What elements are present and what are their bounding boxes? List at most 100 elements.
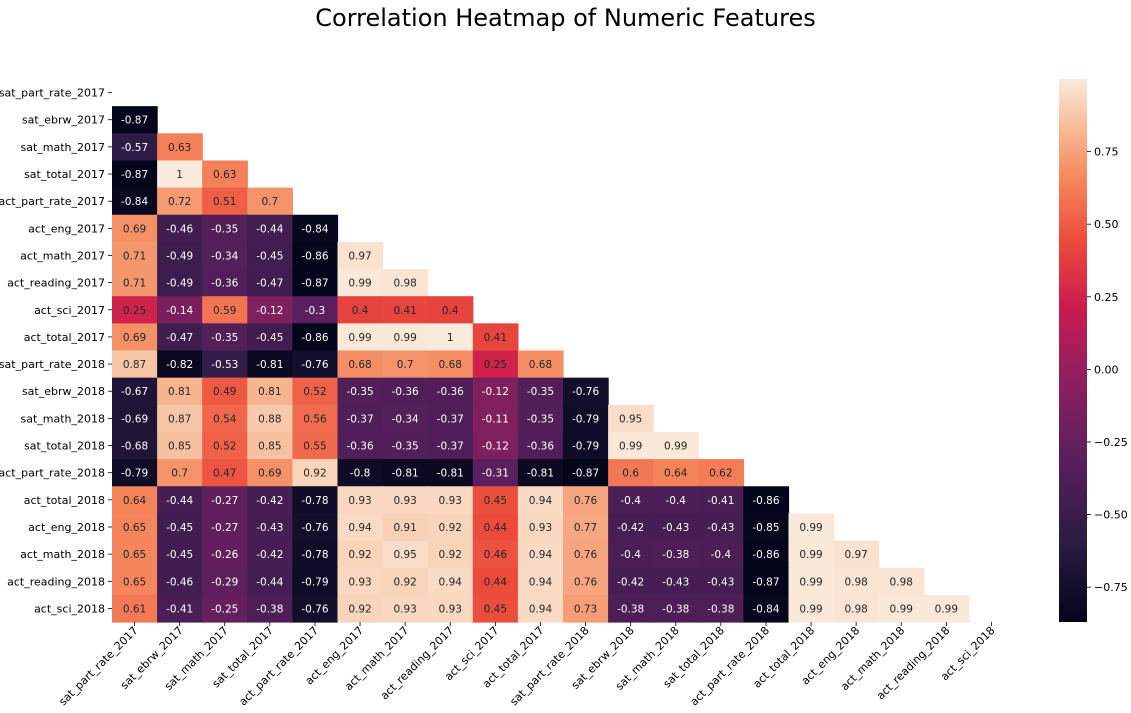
cell-rect — [923, 594, 970, 623]
colorbar-gradient — [1059, 79, 1087, 622]
cell-rect — [472, 486, 519, 514]
cell-value-label: -0.27 — [211, 495, 238, 507]
cell-rect — [382, 269, 429, 297]
cell-value-label: 0.64 — [123, 495, 147, 507]
heatmap-cell: -0.38 — [608, 594, 654, 623]
cell-rect — [427, 296, 474, 324]
cell-rect — [112, 404, 158, 433]
cell-rect — [698, 459, 744, 487]
heatmap-cell: -0.35 — [517, 404, 564, 433]
cell-rect — [157, 594, 203, 623]
heatmap-cell: -0.86 — [743, 540, 790, 569]
cell-rect — [202, 513, 248, 542]
heatmap-cell: 0.65 — [112, 513, 158, 542]
heatmap-cell: 0.44 — [472, 513, 519, 542]
cell-value-label: 0.41 — [484, 332, 507, 344]
heatmap-cell: 0.99 — [788, 540, 835, 569]
cell-rect — [472, 431, 519, 460]
cell-value-label: 0.62 — [709, 468, 732, 480]
heatmap-cell: -0.29 — [202, 567, 248, 596]
cell-value-label: 0.99 — [799, 603, 822, 615]
heatmap-cell: 0.99 — [788, 594, 835, 623]
cell-value-label: 0.47 — [213, 468, 236, 480]
cell-value-label: -0.42 — [617, 522, 644, 534]
cell-rect — [202, 160, 248, 189]
y-tick-label: sat_math_2018 — [20, 412, 105, 425]
colorbar-tick-label: 0.25 — [1094, 291, 1119, 304]
heatmap-cell: -0.25 — [202, 594, 248, 623]
heatmap-cell: -0.41 — [698, 486, 744, 514]
heatmap-cell: -0.84 — [292, 214, 339, 243]
cell-value-label: -0.35 — [346, 386, 373, 398]
heatmap-cell: 0.47 — [202, 459, 248, 487]
heatmap-cell: -0.76 — [563, 377, 609, 406]
heatmap-cell: -0.43 — [653, 567, 699, 596]
cell-rect — [202, 404, 248, 433]
heatmap-cell: -0.4 — [653, 486, 699, 514]
cell-rect — [833, 540, 880, 569]
cell-value-label: 0.59 — [213, 305, 236, 317]
cell-value-label: -0.84 — [301, 223, 328, 235]
heatmap-cell: -0.37 — [427, 404, 474, 433]
heatmap-cell: -0.47 — [247, 269, 293, 297]
heatmap-cell: -0.36 — [202, 269, 248, 297]
cell-rect — [202, 187, 248, 216]
cell-rect — [337, 459, 384, 487]
cell-value-label: 0.92 — [393, 576, 416, 588]
heatmap-cell: 0.71 — [112, 241, 158, 270]
heatmap-cell: 0.85 — [157, 431, 203, 460]
chart-title: Correlation Heatmap of Numeric Features — [315, 4, 816, 32]
heatmap-cell: -0.76 — [292, 594, 339, 623]
y-tick-label: sat_part_rate_2018 — [0, 358, 105, 371]
cell-rect — [472, 350, 519, 379]
cell-rect — [112, 431, 158, 460]
cell-rect — [517, 540, 564, 569]
cell-rect — [247, 241, 293, 270]
cell-rect — [292, 431, 339, 460]
cell-rect — [247, 296, 293, 324]
cell-rect — [563, 540, 609, 569]
y-tick-label: sat_ebrw_2018 — [22, 385, 105, 398]
heatmap-cell: 0.93 — [427, 594, 474, 623]
cell-rect — [563, 431, 609, 460]
cell-rect — [112, 160, 158, 189]
cell-value-label: -0.76 — [572, 386, 599, 398]
cell-rect — [472, 594, 519, 623]
cell-rect — [112, 459, 158, 487]
cell-rect — [337, 377, 384, 406]
cell-rect — [427, 404, 474, 433]
heatmap-cell: 0.69 — [112, 323, 158, 352]
cell-rect — [157, 133, 203, 162]
cell-value-label: 0.72 — [168, 196, 191, 208]
heatmap-cell: -0.38 — [653, 594, 699, 623]
cell-rect — [292, 459, 339, 487]
cell-rect — [653, 567, 699, 596]
heatmap-cell: -0.12 — [472, 377, 519, 406]
cell-value-label: 0.91 — [393, 522, 416, 534]
heatmap-cell: -0.34 — [202, 241, 248, 270]
cell-value-label: 0.68 — [439, 359, 462, 371]
cell-rect — [563, 594, 609, 623]
cell-value-label: 0.45 — [484, 603, 507, 615]
cell-value-label: -0.86 — [301, 250, 328, 262]
cell-value-label: 0.81 — [258, 386, 281, 398]
heatmap-cell: 0.65 — [112, 540, 158, 569]
cell-rect — [112, 214, 158, 243]
x-tick-label: sat_part_rate_2018 — [507, 624, 591, 708]
cell-value-label: -0.27 — [211, 522, 238, 534]
cell-rect — [247, 486, 293, 514]
cell-rect — [292, 377, 339, 406]
cell-rect — [247, 350, 293, 379]
heatmap-cell: -0.34 — [382, 404, 429, 433]
cell-rect — [382, 513, 429, 542]
heatmap-cell: -0.43 — [247, 513, 293, 542]
cell-value-label: -0.78 — [301, 495, 328, 507]
heatmap-cell: -0.42 — [247, 486, 293, 514]
heatmap-cell: 0.99 — [653, 431, 699, 460]
heatmap-cell: 0.93 — [382, 594, 429, 623]
heatmap-cell: -0.49 — [157, 269, 203, 297]
heatmap-cell: 0.95 — [608, 404, 654, 433]
y-tick-label: sat_ebrw_2017 — [22, 114, 105, 127]
heatmap-cell: -0.86 — [292, 241, 339, 270]
cell-value-label: -0.36 — [392, 386, 419, 398]
